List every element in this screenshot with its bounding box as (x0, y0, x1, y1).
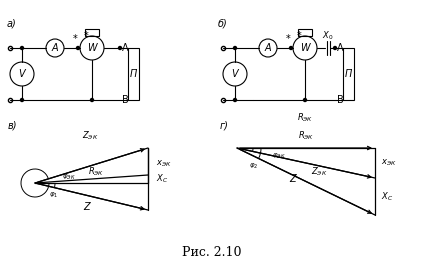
Circle shape (234, 46, 237, 50)
Text: $x_{ЭК}$: $x_{ЭК}$ (381, 158, 397, 168)
Text: а): а) (7, 18, 17, 28)
Bar (128, 48, 139, 100)
Text: V: V (232, 69, 238, 79)
Text: V: V (19, 69, 25, 79)
Text: A: A (52, 43, 59, 53)
Text: A: A (337, 43, 343, 53)
Text: W: W (300, 43, 310, 53)
Text: $X_0$: $X_0$ (322, 30, 334, 42)
Circle shape (334, 46, 337, 50)
Text: $X_C$: $X_C$ (381, 190, 393, 203)
Text: $Z_{ЭК}$: $Z_{ЭК}$ (82, 130, 98, 142)
Text: *: * (84, 31, 88, 41)
Circle shape (20, 46, 23, 50)
Text: $φ_2$: $φ_2$ (249, 162, 258, 171)
Text: Z: Z (289, 174, 296, 184)
Text: П: П (345, 69, 352, 79)
Circle shape (20, 99, 23, 101)
Text: $R_{ЭК}$: $R_{ЭК}$ (298, 129, 314, 142)
Text: $φ_{ЭК}$: $φ_{ЭК}$ (272, 152, 286, 161)
Text: Рис. 2.10: Рис. 2.10 (182, 245, 242, 259)
Text: Z: Z (83, 201, 90, 211)
Text: A: A (265, 43, 271, 53)
Text: $φ_{ЭК}$: $φ_{ЭК}$ (62, 172, 75, 182)
Text: $x_{ЭК}$: $x_{ЭК}$ (156, 158, 172, 169)
Text: $X_C$: $X_C$ (156, 173, 168, 185)
Text: г): г) (220, 120, 229, 130)
Text: П: П (130, 69, 137, 79)
Text: *: * (73, 34, 77, 44)
Text: $R_{ЭК}$: $R_{ЭК}$ (88, 166, 105, 178)
Text: *: * (286, 34, 290, 44)
Text: B: B (122, 95, 129, 105)
Circle shape (76, 46, 80, 50)
Text: $Z_{ЭК}$: $Z_{ЭК}$ (311, 166, 327, 178)
Text: в): в) (8, 120, 17, 130)
Circle shape (234, 99, 237, 101)
Text: W: W (87, 43, 97, 53)
Circle shape (304, 99, 307, 101)
Text: *: * (297, 31, 301, 41)
Bar (85, 29, 99, 36)
Bar (343, 48, 354, 100)
Circle shape (118, 46, 122, 50)
Text: B: B (337, 95, 344, 105)
Text: A: A (122, 43, 128, 53)
Circle shape (90, 99, 94, 101)
Bar (298, 29, 312, 36)
Circle shape (290, 46, 293, 50)
Text: б): б) (218, 18, 228, 28)
Text: $R_{ЭК}$: $R_{ЭК}$ (297, 111, 313, 123)
Text: $φ_1$: $φ_1$ (49, 191, 58, 200)
